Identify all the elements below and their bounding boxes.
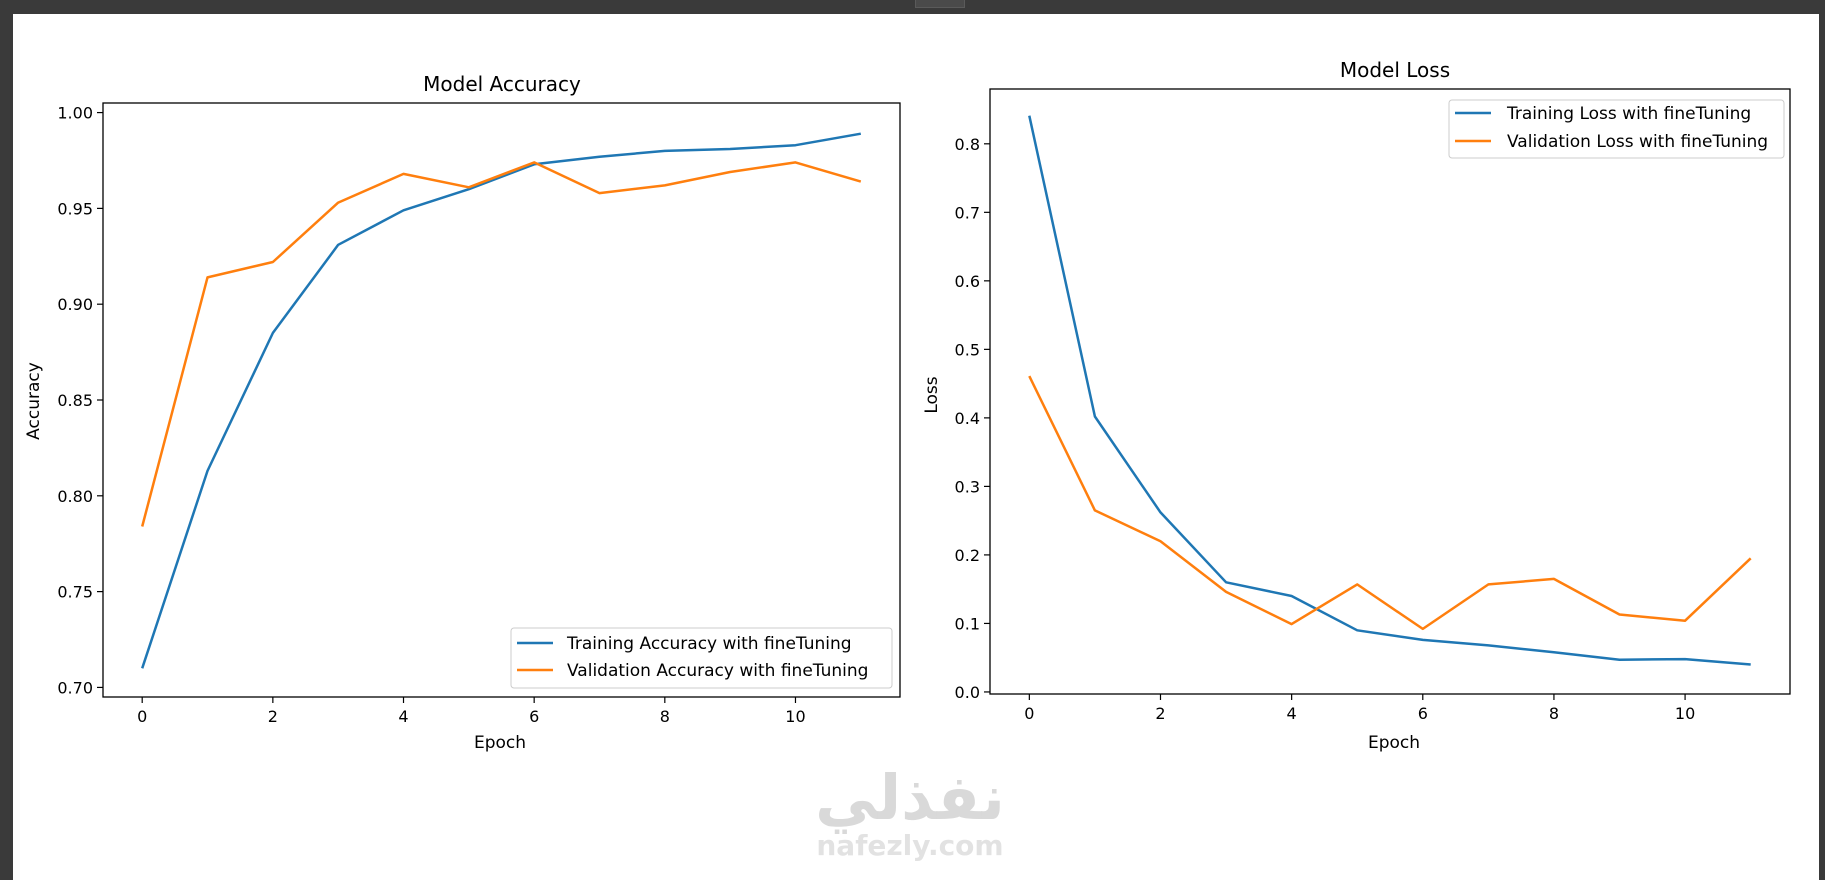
loss-y-tick-label: 0.4 — [955, 409, 980, 428]
accuracy-y-tick-label: 0.90 — [57, 295, 93, 314]
loss-y-tick-label: 0.3 — [955, 477, 980, 496]
loss-y-tick-label: 0.7 — [955, 203, 980, 222]
loss-x-tick-label: 10 — [1675, 704, 1695, 723]
loss-y-tick-label: 0.8 — [955, 135, 980, 154]
legend-label-validation-accuracy: Validation Accuracy with fineTuning — [567, 661, 868, 681]
loss-y-tick-label: 0.0 — [955, 683, 980, 702]
accuracy-x-tick-label: 8 — [660, 707, 670, 726]
accuracy-plot-area — [102, 102, 901, 698]
accuracy-y-tick-label: 1.00 — [57, 104, 93, 123]
accuracy-x-tick-label: 6 — [529, 707, 539, 726]
accuracy-x-tick-label: 4 — [398, 707, 408, 726]
loss-legend: Training Loss with fineTuning Validation… — [1448, 99, 1785, 159]
loss-chart-title: Model Loss — [1340, 58, 1450, 82]
accuracy-y-tick-label: 0.80 — [57, 487, 93, 506]
accuracy-y-tick-label: 0.85 — [57, 391, 93, 410]
accuracy-y-tick-label: 0.75 — [57, 583, 93, 602]
loss-plot-area — [989, 88, 1791, 695]
legend-box — [510, 627, 893, 689]
loss-chart: Model Loss Epoch Loss 0 2 4 6 8 10 0.0 0.1 0.2 0.… — [922, 58, 1791, 753]
loss-x-tick-label: 6 — [1418, 704, 1428, 723]
accuracy-y-tick-label: 0.95 — [57, 199, 93, 218]
accuracy-x-tick-label: 2 — [268, 707, 278, 726]
accuracy-y-tick-label: 0.70 — [57, 678, 93, 697]
accuracy-validation-line — [140, 161, 862, 527]
window-tab[interactable] — [915, 0, 965, 8]
loss-y-tick-label: 0.6 — [955, 272, 980, 291]
loss-y-tick-label: 0.2 — [955, 546, 980, 565]
loss-y-axis-label: Loss — [922, 376, 942, 413]
loss-x-tick-label: 2 — [1155, 704, 1165, 723]
accuracy-chart-title: Model Accuracy — [423, 72, 581, 96]
legend-label-training-loss: Training Loss with fineTuning — [1506, 104, 1751, 124]
accuracy-legend: Training Accuracy with fineTuning Valida… — [510, 627, 893, 689]
loss-x-tick-label: 8 — [1549, 704, 1559, 723]
loss-x-tick-label: 4 — [1287, 704, 1297, 723]
accuracy-training-line — [141, 132, 862, 669]
loss-training-line — [1028, 115, 1751, 666]
accuracy-y-axis-label: Accuracy — [24, 362, 44, 440]
accuracy-x-axis-label: Epoch — [474, 733, 526, 753]
loss-x-tick-label: 0 — [1024, 704, 1034, 723]
accuracy-chart: Model Accuracy Epoch Accuracy 0 2 4 6 8 10 0.7… — [24, 72, 901, 753]
loss-y-tick-label: 0.1 — [955, 614, 980, 633]
loss-validation-line — [1028, 375, 1752, 631]
legend-label-validation-loss: Validation Loss with fineTuning — [1507, 132, 1768, 152]
legend-label-training-accuracy: Training Accuracy with fineTuning — [566, 634, 852, 654]
loss-x-axis-label: Epoch — [1368, 733, 1420, 753]
loss-y-tick-label: 0.5 — [955, 340, 980, 359]
accuracy-x-tick-label: 10 — [785, 707, 805, 726]
accuracy-x-tick-label: 0 — [137, 707, 147, 726]
legend-box — [1448, 99, 1785, 159]
